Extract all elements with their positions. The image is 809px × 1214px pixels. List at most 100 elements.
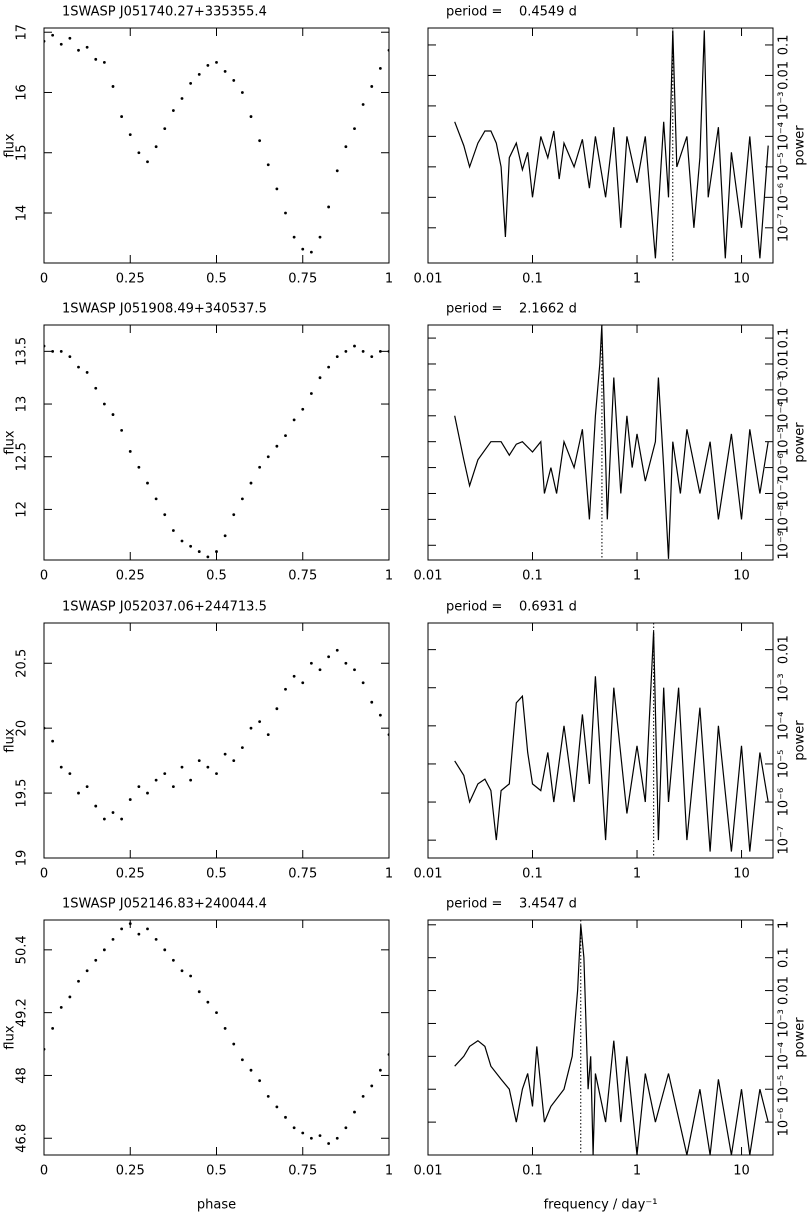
- point: [344, 145, 348, 149]
- point: [223, 69, 227, 73]
- panel: 1SWASP J052146.83+240044.4 0 0.25 0.5 0.75 1 4…: [3, 897, 394, 1213]
- point: [197, 550, 201, 553]
- point: [327, 365, 331, 369]
- point: [275, 444, 279, 448]
- y-tick-label: 10⁻⁶: [777, 1108, 792, 1137]
- point: [223, 1026, 227, 1030]
- y-tick-label: 10⁻⁷: [777, 826, 792, 855]
- point: [59, 765, 63, 769]
- point: [266, 733, 270, 737]
- y-tick-label: 12: [15, 501, 30, 518]
- panel: period = 0.6931 d 0.01 0.1 1 10 10⁻⁷ 10⁻⁶ 10⁻⁵ 1…: [414, 600, 808, 882]
- point: [68, 995, 72, 999]
- point: [77, 365, 80, 369]
- y-tick-label: 10⁻⁵: [777, 1075, 792, 1104]
- point: [128, 798, 132, 801]
- y-tick-label: 13: [15, 396, 30, 413]
- panel-title: 1SWASP J052146.83+240044.4: [62, 897, 267, 912]
- point: [301, 1131, 305, 1135]
- point: [327, 1142, 331, 1145]
- point: [206, 1000, 210, 1004]
- point: [85, 371, 89, 374]
- y-axis-label: flux: [3, 133, 18, 157]
- x-tick-label: 0.75: [288, 272, 317, 287]
- point: [335, 355, 339, 359]
- point: [309, 392, 313, 395]
- point: [128, 450, 132, 453]
- point: [102, 60, 106, 64]
- point: [249, 726, 253, 730]
- axes-frame: [427, 324, 774, 561]
- point: [146, 791, 149, 795]
- panel: 1SWASP J051740.27+335355.4 0 0.25 0.5 0.75 1 1…: [3, 5, 394, 287]
- point: [197, 72, 201, 76]
- y-tick-label: 50.4: [15, 935, 30, 964]
- panel: 1SWASP J051908.49+340537.5 0 0.25 0.5 0.75 1 1…: [3, 302, 394, 584]
- plot-area: [454, 325, 769, 560]
- panel: period = 0.4549 d 0.01 0.1 1 10 10⁻⁷10⁻⁶10⁻⁵ 1…: [414, 5, 808, 287]
- point: [215, 550, 218, 553]
- y-tick-label: 46.8: [15, 1124, 30, 1153]
- point: [327, 205, 331, 209]
- y-tick-label: 0.1: [777, 35, 792, 56]
- x-tick-label: 0.1: [522, 272, 543, 287]
- point: [344, 1126, 348, 1130]
- plot-area: [44, 344, 389, 559]
- y-tick-label: 0.01: [777, 61, 792, 90]
- point: [171, 529, 175, 532]
- point: [223, 534, 227, 538]
- y-tick-label: 49.2: [15, 998, 30, 1027]
- point: [154, 497, 158, 501]
- point: [223, 752, 227, 756]
- x-tick-label: 0.25: [116, 569, 145, 584]
- y-tick-label: 0.01: [777, 635, 792, 664]
- point: [309, 661, 313, 665]
- y-axis-label: power: [793, 720, 808, 761]
- x-tick-label: 1: [385, 272, 393, 287]
- point: [232, 759, 236, 763]
- point: [206, 555, 210, 559]
- point: [77, 979, 80, 983]
- point: [353, 668, 356, 672]
- panel: period = 3.4547 d 0.01 0.1 1 10 10⁻⁶ 10⁻⁵ 10⁻⁴ 1…: [414, 897, 808, 1213]
- x-tick-label: 1: [385, 867, 393, 882]
- point: [102, 817, 106, 821]
- y-tick-label: 0.1: [777, 328, 792, 349]
- point: [301, 407, 305, 411]
- point: [85, 969, 89, 973]
- y-tick-label: 0.1: [777, 947, 792, 968]
- point: [353, 344, 356, 348]
- point: [344, 661, 348, 665]
- y-tick-label: 48: [15, 1067, 30, 1084]
- point: [51, 739, 55, 743]
- point: [240, 1058, 244, 1062]
- x-tick-label: 0.01: [414, 867, 443, 882]
- x-tick-label: 10: [733, 569, 750, 584]
- point: [215, 1011, 218, 1015]
- point: [51, 33, 55, 37]
- point: [111, 811, 115, 814]
- point: [59, 42, 63, 46]
- point: [180, 765, 184, 769]
- point: [361, 103, 365, 106]
- axes-frame: [427, 622, 774, 859]
- y-axis-label: power: [793, 125, 808, 166]
- x-tick-label: 0.1: [522, 569, 543, 584]
- point: [215, 772, 218, 776]
- axes-frame: [43, 919, 390, 1156]
- point: [137, 151, 141, 155]
- point: [318, 376, 322, 380]
- y-axis-label: power: [793, 1017, 808, 1058]
- point: [163, 772, 167, 776]
- axes-frame: [427, 27, 774, 264]
- axes-frame: [43, 324, 390, 561]
- point: [275, 1105, 279, 1109]
- power-line: [454, 631, 769, 852]
- y-axis-label: power: [793, 422, 808, 463]
- y-tick-label: 10⁻³: [777, 376, 792, 405]
- point: [120, 927, 124, 931]
- point: [361, 349, 365, 353]
- point: [240, 746, 244, 750]
- y-tick-label: 19.5: [15, 779, 30, 808]
- x-tick-label: 10: [733, 867, 750, 882]
